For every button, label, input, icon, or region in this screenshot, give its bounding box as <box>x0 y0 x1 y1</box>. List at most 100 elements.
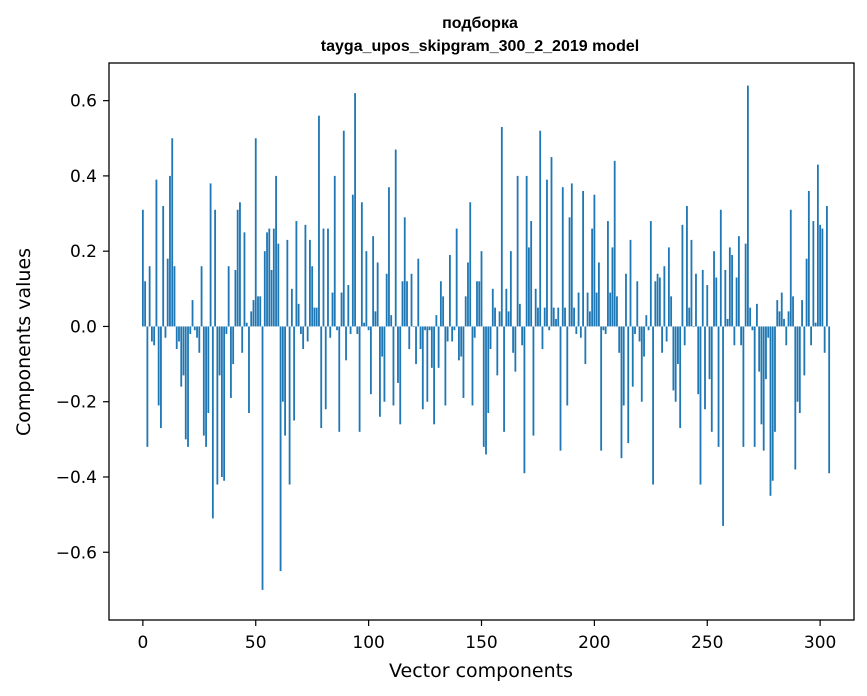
bar-281 <box>776 300 779 327</box>
bar-118 <box>408 326 411 350</box>
bar-69 <box>297 303 300 327</box>
bar-211 <box>618 326 621 353</box>
bar-109 <box>388 187 390 327</box>
bar-148 <box>476 281 478 327</box>
x-tick-label-100: 100 <box>352 633 384 653</box>
bar-94 <box>354 93 356 327</box>
bar-48 <box>250 311 253 327</box>
bar-188 <box>566 326 569 406</box>
bar-18 <box>182 326 185 376</box>
y-tick-label-6: 0.6 <box>70 92 97 112</box>
bar-119 <box>410 273 413 327</box>
bar-158 <box>498 311 501 327</box>
bar-206 <box>607 221 609 327</box>
bar-257 <box>722 326 724 526</box>
bar-42 <box>236 209 239 327</box>
y-tick-label-5: 0.4 <box>70 167 97 187</box>
bar-125 <box>424 326 426 331</box>
bar-143 <box>464 296 467 327</box>
bar-161 <box>505 288 508 327</box>
bar-170 <box>525 175 528 327</box>
bar-68 <box>295 221 298 327</box>
bar-144 <box>467 262 469 327</box>
bar-70 <box>299 326 302 334</box>
bar-201 <box>595 292 598 327</box>
bar-50 <box>254 138 257 327</box>
bar-36 <box>223 326 226 481</box>
bar-78 <box>318 115 320 327</box>
bar-83 <box>329 326 332 338</box>
bar-51 <box>257 296 259 327</box>
bar-17 <box>180 326 183 387</box>
x-tick-label-150: 150 <box>465 633 497 653</box>
bar-14 <box>173 266 176 327</box>
bar-54 <box>263 251 266 327</box>
bar-283 <box>780 292 783 327</box>
bar-244 <box>692 326 695 328</box>
bar-214 <box>625 273 627 327</box>
bar-292 <box>801 300 803 327</box>
bar-63 <box>284 326 286 436</box>
bar-167 <box>518 303 521 327</box>
x-tick-label-300: 300 <box>804 633 836 653</box>
bar-266 <box>742 326 745 447</box>
bar-208 <box>611 247 614 327</box>
bar-250 <box>706 285 709 327</box>
bar-166 <box>516 175 519 327</box>
bar-177 <box>541 326 544 350</box>
bar-274 <box>760 326 763 425</box>
bar-193 <box>577 292 580 327</box>
bar-45 <box>243 232 246 327</box>
bar-117 <box>406 281 408 327</box>
bar-88 <box>340 292 343 327</box>
bar-128 <box>430 326 433 368</box>
bar-172 <box>530 221 533 327</box>
bar-103 <box>374 311 377 327</box>
bar-123 <box>419 326 422 350</box>
bar-282 <box>778 311 781 327</box>
bar-164 <box>512 326 515 353</box>
bar-140 <box>458 326 460 361</box>
bar-52 <box>259 296 262 327</box>
bar-242 <box>688 307 691 327</box>
bar-303 <box>826 206 828 327</box>
bar-75 <box>311 266 314 327</box>
chart-title-line2: tayga_upos_skipgram_300_2_2019 model <box>321 38 639 55</box>
bar-91 <box>347 285 350 327</box>
bar-66 <box>290 288 293 327</box>
bar-107 <box>383 326 386 402</box>
bar-20 <box>187 326 189 447</box>
bar-258 <box>724 269 727 327</box>
bar-247 <box>699 326 702 485</box>
bar-230 <box>661 326 664 353</box>
bar-209 <box>613 160 616 327</box>
bar-32 <box>214 209 217 327</box>
bar-120 <box>412 326 415 328</box>
bar-221 <box>640 326 643 402</box>
bar-224 <box>647 326 650 331</box>
bar-127 <box>428 326 431 331</box>
bar-115 <box>401 281 404 327</box>
bar-240 <box>683 326 686 346</box>
bar-44 <box>241 326 244 353</box>
bar-231 <box>663 266 666 327</box>
x-tick-label-50: 50 <box>245 633 267 653</box>
bar-187 <box>564 307 566 327</box>
bar-272 <box>756 303 758 327</box>
bar-196 <box>584 326 587 365</box>
bar-141 <box>460 326 463 357</box>
bar-22 <box>191 300 194 327</box>
bar-204 <box>602 326 605 331</box>
x-tick-label-250: 250 <box>691 633 723 653</box>
bar-99 <box>365 251 368 327</box>
bar-298 <box>814 322 817 327</box>
bar-142 <box>462 326 465 398</box>
bar-236 <box>674 326 677 402</box>
bar-285 <box>785 326 788 346</box>
bar-248 <box>701 269 704 327</box>
bar-121 <box>415 326 417 365</box>
bar-280 <box>774 326 776 432</box>
bar-302 <box>823 326 826 353</box>
bar-27 <box>202 326 205 436</box>
bar-62 <box>281 326 284 402</box>
